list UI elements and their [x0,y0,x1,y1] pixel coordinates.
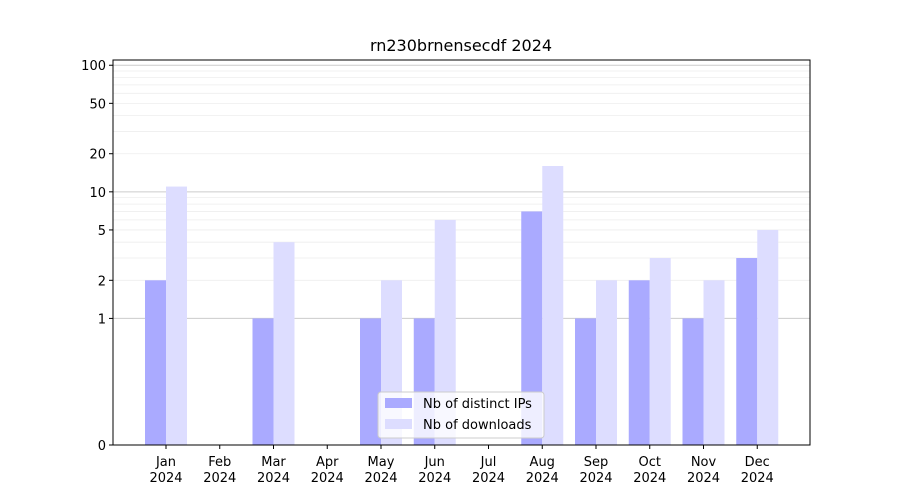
bar-distinct-ips-dec [736,258,758,445]
y-tick-label: 50 [89,97,106,112]
x-tick-label-year: 2024 [526,471,559,486]
legend-box [377,391,545,439]
x-tick-label-month: Aug [530,455,555,470]
x-tick-label-year: 2024 [633,471,666,486]
x-tick-label-month: Jun [424,455,445,470]
y-tick-label: 2 [98,274,106,289]
y-tick-label: 0 [98,439,106,454]
bar-downloads-mar [273,242,295,445]
x-tick-label-year: 2024 [741,471,774,486]
x-tick-label-year: 2024 [311,471,344,486]
y-tick-label: 20 [89,148,106,163]
grid-layer [113,64,810,319]
bar-distinct-ips-jan [145,280,166,445]
y-tick-label: 5 [98,224,106,239]
x-tick-label-month: May [368,455,395,470]
y-tick-label: 10 [89,186,106,201]
x-tick-label-year: 2024 [203,471,236,486]
legend-swatch [385,419,412,429]
bar-distinct-ips-aug [521,211,543,445]
x-tick-label-month: Mar [261,455,286,470]
legend-swatch [385,398,412,408]
bar-downloads-oct [649,258,671,445]
bar-distinct-ips-may [360,318,381,445]
x-tick-label-month: Oct [639,455,661,470]
y-tick-label: 1 [98,312,106,327]
x-tick-label-month: Sep [584,455,609,470]
x-axis: Jan2024Feb2024Mar2024Apr2024May2024Jun20… [149,445,774,486]
x-tick-label-year: 2024 [579,471,612,486]
y-axis: 0 1 2 5 10 20 50 100 [81,59,113,454]
legend-label: Nb of downloads [423,418,532,433]
chart-title: rn230brnensecdf 2024 [370,36,552,55]
x-tick-label-month: Nov [691,455,717,470]
bar-distinct-ips-sep [575,318,596,445]
y-tick-label: 100 [81,59,106,74]
bar-distinct-ips-oct [628,280,650,445]
x-tick-label-year: 2024 [149,471,182,486]
bar-downloads-nov [703,280,725,445]
x-tick-label-month: Dec [745,455,770,470]
legend: Nb of distinct IPs Nb of downloads [377,391,545,439]
x-tick-label-month: Feb [208,455,231,470]
bar-downloads-dec [757,229,779,445]
bar-distinct-ips-mar [252,318,274,445]
x-tick-label-year: 2024 [257,471,290,486]
bar-downloads-sep [596,280,617,445]
x-tick-label-year: 2024 [364,471,397,486]
bar-downloads-aug [542,165,564,446]
plot-frame [112,59,811,446]
x-tick-label-year: 2024 [472,471,505,486]
x-tick-label-month: Apr [316,455,339,470]
bar-downloads-jan [166,186,187,446]
x-tick-label-year: 2024 [418,471,451,486]
bar-downloads-jun [434,219,456,445]
x-tick-label-month: Jul [480,455,497,470]
bar-distinct-ips-nov [682,318,704,445]
x-tick-label-month: Jan [155,455,176,470]
legend-label: Nb of distinct IPs [423,397,532,412]
x-tick-label-year: 2024 [687,471,720,486]
